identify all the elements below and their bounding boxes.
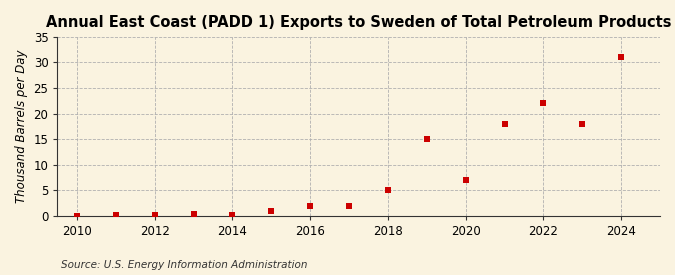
Title: Annual East Coast (PADD 1) Exports to Sweden of Total Petroleum Products: Annual East Coast (PADD 1) Exports to Sw… (46, 15, 672, 30)
Point (227, 213, 238, 218)
Text: Source: U.S. Energy Information Administration: Source: U.S. Energy Information Administ… (61, 260, 307, 270)
Point (304, 204, 315, 208)
Point (72, 214, 82, 218)
Point (266, 209, 277, 213)
Point (616, 55, 626, 59)
Point (421, 137, 432, 141)
Point (344, 204, 354, 208)
Point (383, 188, 394, 192)
Point (149, 213, 160, 217)
Point (577, 122, 588, 126)
Point (111, 213, 122, 217)
Point (188, 212, 199, 217)
Point (499, 122, 510, 126)
Point (460, 178, 471, 182)
Point (538, 101, 549, 106)
Y-axis label: Thousand Barrels per Day: Thousand Barrels per Day (15, 50, 28, 203)
